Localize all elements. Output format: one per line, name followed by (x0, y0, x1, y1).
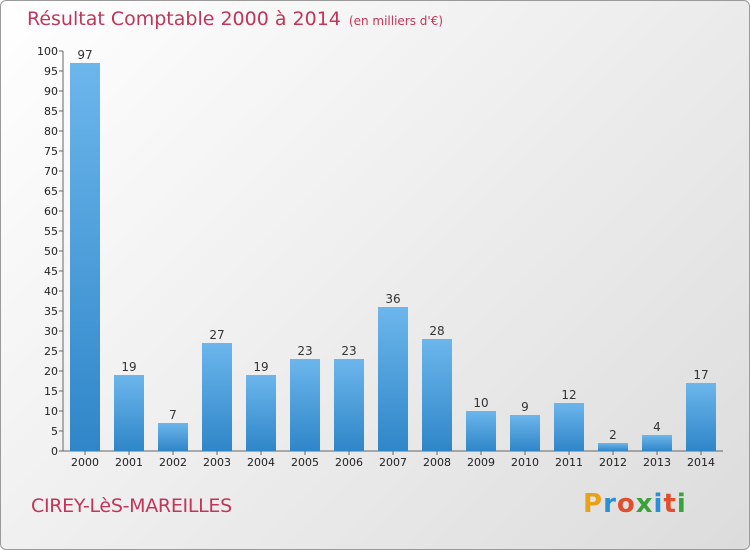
x-tick-label: 2001 (115, 456, 143, 469)
bar-value-label: 7 (169, 408, 177, 422)
bar-value-label: 2 (609, 428, 617, 442)
bar-value-label: 19 (253, 360, 268, 374)
bar (378, 307, 408, 451)
y-tick-label: 45 (44, 265, 58, 278)
x-tick-label: 2007 (379, 456, 407, 469)
logo-letter: t (663, 489, 677, 519)
y-tick-label: 0 (51, 445, 58, 458)
x-tick-label: 2014 (687, 456, 715, 469)
bar-value-label: 23 (297, 344, 312, 358)
logo-letter: o (616, 489, 636, 519)
bar-value-label: 9 (521, 400, 529, 414)
bar (466, 411, 496, 451)
y-tick-label: 70 (44, 165, 58, 178)
bar (642, 435, 672, 451)
x-tick-label: 2010 (511, 456, 539, 469)
y-tick-label: 40 (44, 285, 58, 298)
bar-value-label: 12 (561, 388, 576, 402)
logo-letter: i (676, 489, 687, 519)
y-tick-label: 50 (44, 245, 58, 258)
y-tick-label: 5 (51, 425, 58, 438)
x-tick-label: 2009 (467, 456, 495, 469)
axes: 0 5 10 15 20 25 30 35 40 45 50 55 60 65 70 75 80 85 90 95 10… (37, 45, 723, 469)
y-tick-label: 35 (44, 305, 58, 318)
bar (598, 443, 628, 451)
bar (114, 375, 144, 451)
commune-name: CIREY-LèS-MAREILLES (31, 495, 232, 517)
y-tick-label: 60 (44, 205, 58, 218)
bar-value-label: 19 (121, 360, 136, 374)
y-tick-label: 15 (44, 385, 58, 398)
y-tick-label: 100 (37, 45, 58, 58)
y-tick-label: 80 (44, 125, 58, 138)
bar (290, 359, 320, 451)
chart-title: Résultat Comptable 2000 à 2014 (en millie… (27, 8, 443, 30)
bar (422, 339, 452, 451)
bar-value-label: 36 (385, 292, 400, 306)
x-tick-label: 2008 (423, 456, 451, 469)
x-tick-label: 2004 (247, 456, 275, 469)
x-tick-label: 2012 (599, 456, 627, 469)
x-tick-label: 2013 (643, 456, 671, 469)
bar-value-label: 28 (429, 324, 444, 338)
bar-value-label: 17 (693, 368, 708, 382)
y-tick-label: 30 (44, 325, 58, 338)
y-tick-label: 90 (44, 85, 58, 98)
bar-value-label: 27 (209, 328, 224, 342)
logo-letter: x (635, 489, 654, 519)
y-tick-label: 10 (44, 405, 58, 418)
bar (686, 383, 716, 451)
y-tick-label: 20 (44, 365, 58, 378)
logo-letter: P (583, 489, 604, 519)
x-tick-label: 2011 (555, 456, 583, 469)
bar-value-label: 10 (473, 396, 488, 410)
x-tick-label: 2003 (203, 456, 231, 469)
y-tick-label: 55 (44, 225, 58, 238)
bars: 97 19 7 27 19 23 23 36 28 10 9 12 2 4 17 (70, 48, 716, 451)
bar (158, 423, 188, 451)
chart-subtitle: (en milliers d'€) (348, 14, 444, 28)
proxiti-logo: Proxiti (583, 489, 687, 519)
x-tick-label: 2005 (291, 456, 319, 469)
y-tick-label: 95 (44, 65, 58, 78)
y-tick-label: 75 (44, 145, 58, 158)
bar-value-label: 4 (653, 420, 661, 434)
bar-value-label: 97 (77, 48, 92, 62)
logo-letter: i (653, 489, 664, 519)
bar (202, 343, 232, 451)
bar (70, 63, 100, 451)
bar (334, 359, 364, 451)
y-tick-label: 25 (44, 345, 58, 358)
y-tick-label: 85 (44, 105, 58, 118)
x-tick-label: 2006 (335, 456, 363, 469)
logo-letter: r (603, 489, 617, 519)
chart-title-text: Résultat Comptable 2000 à 2014 (27, 8, 341, 30)
x-tick-label: 2000 (71, 456, 99, 469)
x-tick-label: 2002 (159, 456, 187, 469)
y-tick-label: 65 (44, 185, 58, 198)
bar (554, 403, 584, 451)
bar-value-label: 23 (341, 344, 356, 358)
bar (246, 375, 276, 451)
bar (510, 415, 540, 451)
